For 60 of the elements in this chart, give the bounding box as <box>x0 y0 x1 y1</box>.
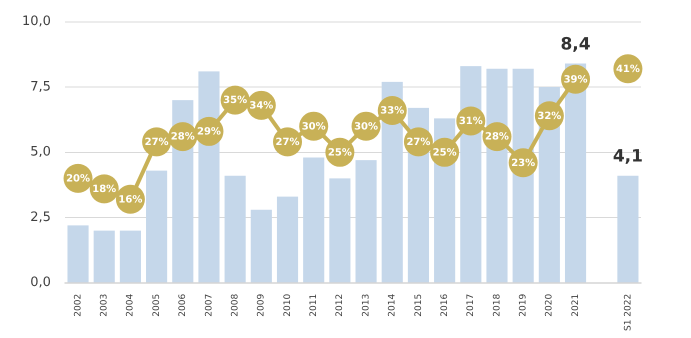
bar <box>224 176 246 282</box>
data-label: 30% <box>354 121 378 132</box>
x-tick-label: 2016 <box>440 294 450 317</box>
data-label: 41% <box>616 64 640 75</box>
data-label: 33% <box>380 106 404 117</box>
x-tick-label: 2005 <box>152 294 162 317</box>
x-tick-label: 2021 <box>570 294 581 317</box>
data-label: 23% <box>511 158 536 169</box>
data-label: 28% <box>485 132 509 143</box>
bar <box>120 230 141 282</box>
data-label: 20% <box>66 173 90 184</box>
bar <box>355 160 377 282</box>
x-tick-label: 2007 <box>204 294 214 317</box>
x-tick-label: 2018 <box>492 294 502 317</box>
bar <box>250 210 272 282</box>
data-label: 4,1 <box>612 146 643 167</box>
data-label: 29% <box>196 126 221 138</box>
data-label: 35% <box>223 95 248 106</box>
data-label: 27% <box>406 136 430 148</box>
x-tick-label: 2010 <box>282 294 293 317</box>
data-label: 28% <box>170 132 195 143</box>
x-tick-label: 2015 <box>414 294 424 317</box>
y-tick-label: 5,0 <box>30 144 51 160</box>
x-tick-label: 2004 <box>126 294 136 317</box>
x-tick-label: 2014 <box>388 294 398 317</box>
x-tick-label: 2002 <box>73 294 84 317</box>
bar <box>303 158 324 282</box>
x-tick-label: 2013 <box>361 294 372 317</box>
x-tick-label: 2003 <box>100 294 110 317</box>
data-label: 25% <box>328 147 352 158</box>
data-label: 30% <box>302 121 326 132</box>
bar <box>276 196 298 282</box>
x-tick-label: 2006 <box>178 294 188 317</box>
y-tick-label: 2,5 <box>30 210 51 225</box>
data-label: 27% <box>276 136 300 148</box>
data-label: 25% <box>432 147 457 158</box>
x-tick-label: 2017 <box>466 294 476 317</box>
data-label: 31% <box>458 116 483 128</box>
data-label: 27% <box>144 136 169 148</box>
bar <box>329 178 350 282</box>
bar <box>67 225 89 282</box>
data-label: 32% <box>537 110 562 122</box>
data-label: 34% <box>249 100 274 112</box>
x-tick-label: 2012 <box>335 294 346 317</box>
data-label: 39% <box>564 74 588 86</box>
bar <box>617 176 638 282</box>
x-tick-label: S1 2022 <box>623 294 634 332</box>
x-tick-label: 2009 <box>256 294 267 317</box>
bar <box>146 170 168 282</box>
y-tick-label: 10,0 <box>22 14 51 30</box>
x-tick-label: 2019 <box>518 294 529 317</box>
y-tick-label: 7,5 <box>30 79 51 94</box>
data-label: 8,4 <box>560 34 591 54</box>
bar <box>94 230 115 282</box>
data-label: 18% <box>92 184 116 195</box>
data-label: 16% <box>118 194 142 206</box>
x-tick-label: 2011 <box>309 294 320 317</box>
x-tick-label: 2008 <box>230 294 240 317</box>
x-tick-label: 2020 <box>544 294 555 317</box>
y-tick-label: 0,0 <box>30 275 51 290</box>
